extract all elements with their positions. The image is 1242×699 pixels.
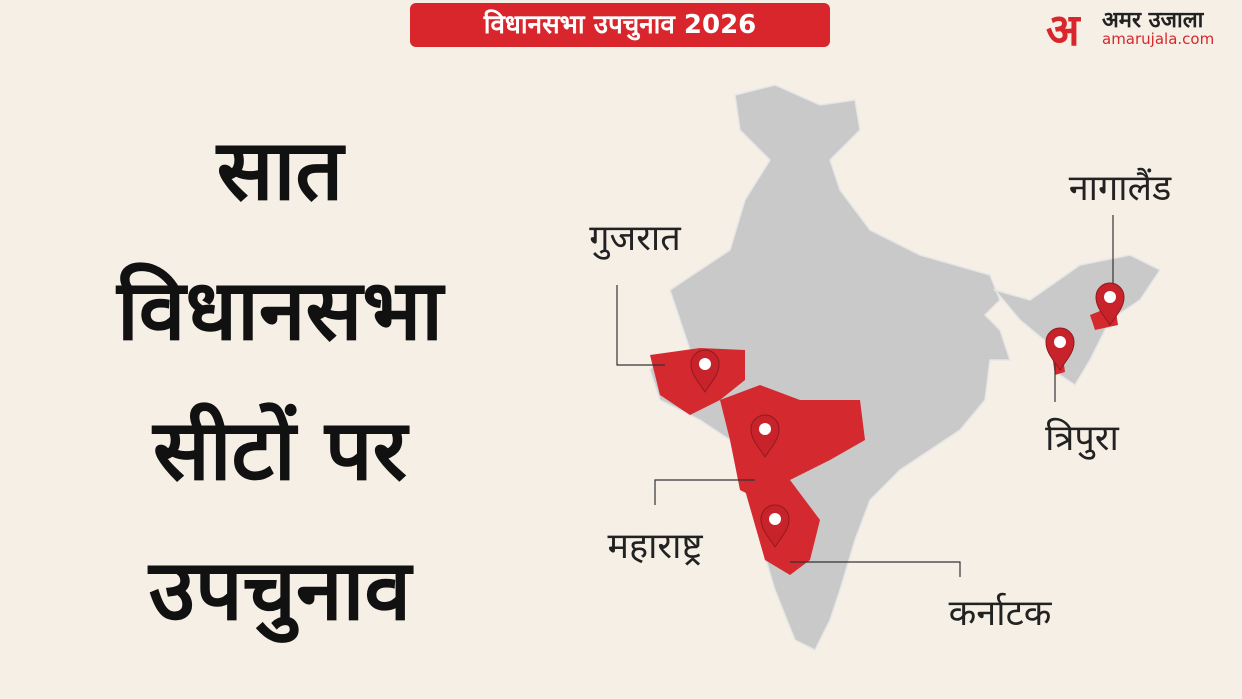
state-label: नागालैंड <box>1069 167 1172 209</box>
state-label: त्रिपुरा <box>1045 417 1119 460</box>
pin <box>1095 282 1125 326</box>
maharashtra-region <box>720 385 865 500</box>
india-mainland <box>649 84 1012 652</box>
state-label: महाराष्ट्र <box>607 526 703 567</box>
leader-line <box>654 479 755 505</box>
pin <box>760 504 790 548</box>
headline-line: सीटों पर <box>153 401 407 499</box>
logo-mark: अ <box>1046 5 1080 56</box>
state-label: गुजरात <box>589 218 682 260</box>
logo-name: अमर उजाला <box>1102 8 1204 33</box>
headline-line: उपचुनाव <box>148 541 412 639</box>
logo-site: amarujala.com <box>1102 30 1215 48</box>
leader-line <box>790 561 961 577</box>
badge: विधानसभा उपचुनाव 2026 <box>410 3 830 47</box>
pins <box>690 282 1125 548</box>
state-label: कर्नाटक <box>949 592 1053 634</box>
leader-line <box>616 285 665 366</box>
pin <box>690 349 720 393</box>
headline: सात विधानसभा सीटों पर उपचुनाव <box>10 100 550 660</box>
pin <box>750 414 780 458</box>
pin <box>1045 327 1075 371</box>
headline-line: विधानसभा <box>116 261 444 359</box>
india-northeast <box>992 254 1162 387</box>
headline-line: सात <box>216 121 344 219</box>
logo: अ अमर उजाला amarujala.com <box>1040 2 1242 56</box>
